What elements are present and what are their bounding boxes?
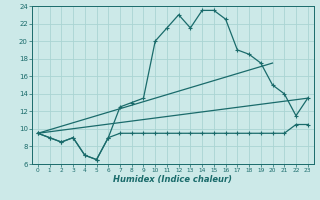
X-axis label: Humidex (Indice chaleur): Humidex (Indice chaleur) <box>113 175 232 184</box>
